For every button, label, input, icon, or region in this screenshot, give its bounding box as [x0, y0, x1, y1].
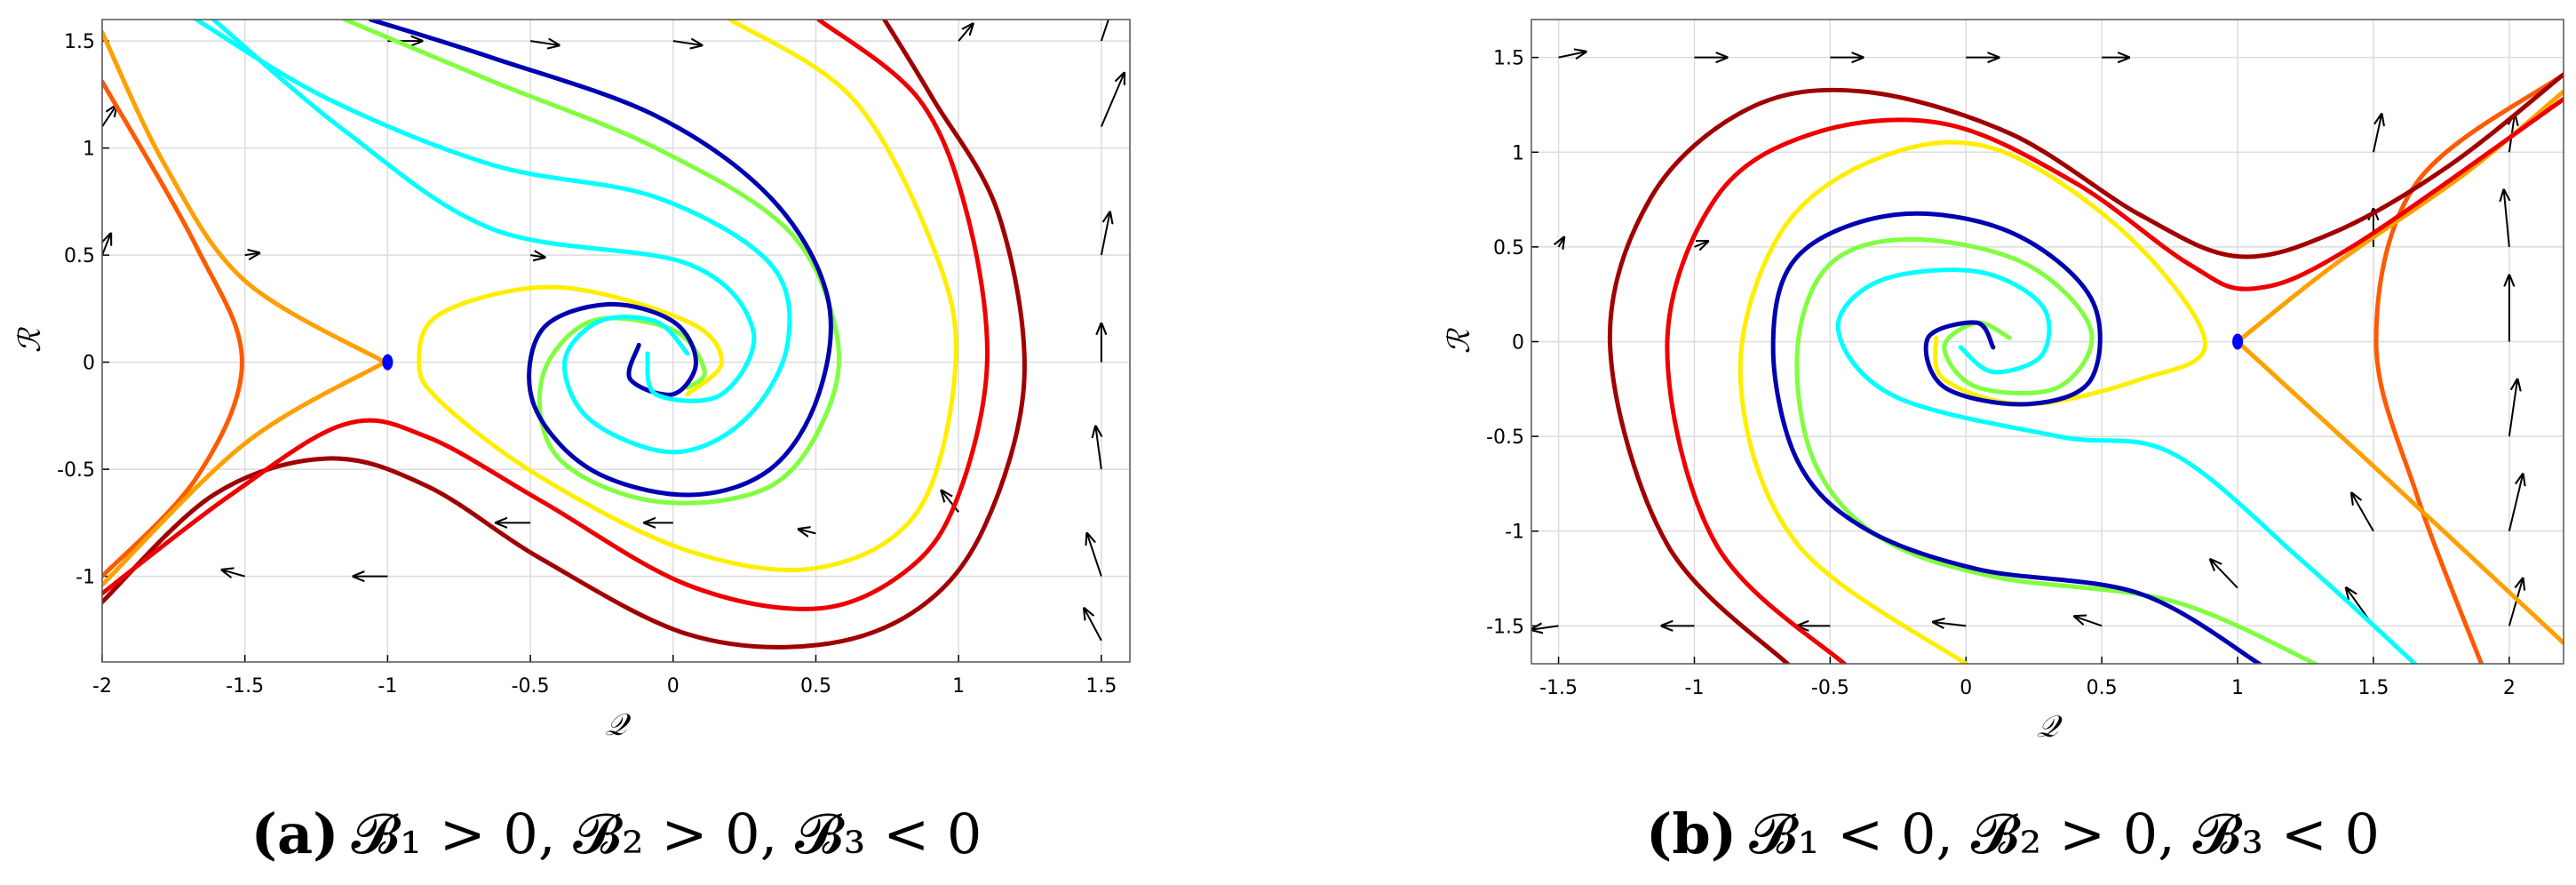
trajectory	[2235, 339, 2564, 646]
field-arrow	[2508, 379, 2517, 437]
plot-frame	[101, 19, 1131, 663]
y-tick-label: -1	[76, 567, 95, 589]
x-axis-label: 𝒬	[2037, 709, 2063, 745]
field-arrow	[2372, 115, 2381, 153]
field-arrow	[1558, 52, 1586, 57]
trajectory	[417, 20, 958, 573]
field-arrow	[1100, 73, 1125, 127]
y-tick-label: 1.5	[64, 31, 95, 53]
y-tick-label: 1	[83, 139, 95, 161]
field-arrow	[2210, 560, 2238, 589]
plot-area	[102, 20, 1130, 662]
x-tick-label: 1	[2231, 677, 2244, 699]
caption: (a) 𝓑₁ > 0, 𝓑₂ > 0, 𝓑₃ < 0	[251, 801, 982, 866]
field-arrow	[2351, 493, 2374, 532]
x-tick-label: -1.5	[226, 675, 264, 698]
trajectory	[211, 20, 757, 403]
field-arrow	[244, 253, 259, 255]
field-arrow	[102, 105, 116, 128]
x-tick-label: 2	[2503, 677, 2516, 699]
field-arrow	[529, 255, 545, 257]
x-tick-label: -0.5	[1811, 677, 1849, 699]
field-arrow	[529, 41, 559, 45]
field-arrow	[222, 570, 245, 576]
field-arrow	[1531, 626, 1559, 629]
y-tick-label: -0.5	[57, 459, 95, 482]
caption-text: 𝓑₁ > 0, 𝓑₂ > 0, 𝓑₃ < 0	[351, 801, 982, 866]
y-axis-label: ℛ	[1442, 327, 1477, 354]
field-arrow	[1100, 212, 1110, 256]
x-tick-label: 0	[1960, 677, 1972, 699]
field-arrow	[2508, 578, 2523, 626]
x-tick-label: -1.5	[1539, 677, 1578, 699]
field-arrow	[958, 24, 973, 42]
y-tick-label: 1.5	[1493, 48, 1524, 70]
chart-panel: -2 -1.5 -1 -0.5 0 0.5 1 1.5 -1 -0.5 0 0.5 1 1.5 𝒬 ℛ (a) 𝓑…	[12, 19, 1131, 866]
trajectory	[102, 20, 990, 611]
x-tick-label: -2	[92, 675, 112, 698]
trajectory	[102, 360, 387, 587]
chart-panel: -1.5 -1 -0.5 0 0.5 1 1.5 2 -1.5 -1 -0.5 0 0.5 1 1.5 𝒬 ℛ (…	[1442, 19, 2564, 866]
field-arrow	[1100, 20, 1109, 42]
trajectory	[1665, 97, 2564, 664]
x-tick-label: 1.5	[2357, 677, 2389, 699]
field-arrow	[1087, 533, 1102, 577]
x-tick-label: 1.5	[1085, 675, 1117, 698]
x-tick-label: 0.5	[800, 675, 831, 698]
x-tick-label: -1	[378, 675, 397, 698]
field-arrow	[799, 530, 816, 534]
y-tick-label: 0.5	[64, 245, 95, 267]
trajectory	[1835, 267, 2419, 664]
field-arrow	[1095, 427, 1101, 470]
x-tick-label: 1	[952, 675, 965, 698]
equilibrium-point	[382, 354, 394, 371]
caption-text: 𝓑₁ < 0, 𝓑₂ > 0, 𝓑₃ < 0	[1749, 801, 2380, 866]
caption: (b) 𝓑₁ < 0, 𝓑₂ > 0, 𝓑₃ < 0	[1646, 801, 2380, 866]
trajectory	[102, 79, 244, 579]
field-arrow	[1559, 237, 1564, 247]
field-arrow	[942, 490, 959, 513]
trajectory	[1770, 211, 2263, 664]
field-arrow	[1085, 609, 1102, 642]
trajectory	[102, 29, 387, 365]
field-arrow	[2508, 474, 2523, 531]
y-tick-label: -0.5	[1486, 427, 1524, 449]
field-arrow	[1934, 622, 1967, 626]
plot-frame	[1530, 19, 2564, 665]
caption-label: (b)	[1646, 801, 1737, 866]
field-arrow	[1694, 241, 1707, 246]
field-arrow	[2504, 190, 2509, 247]
x-tick-label: -1	[1685, 677, 1705, 699]
field-arrow	[102, 234, 111, 256]
y-tick-label: 0	[1512, 332, 1524, 355]
y-tick-label: -1.5	[1486, 616, 1524, 638]
y-tick-label: 1	[1512, 142, 1524, 164]
x-tick-label: 0	[667, 675, 680, 698]
trajectory	[1607, 72, 2564, 664]
y-tick-label: 0.5	[1493, 237, 1524, 259]
trajectory	[102, 20, 1027, 650]
trajectory	[2373, 72, 2564, 664]
caption-label: (a)	[251, 801, 339, 866]
x-tick-label: 0.5	[2087, 677, 2118, 699]
y-tick-label: -1	[1505, 522, 1524, 544]
y-axis-label: ℛ	[12, 326, 48, 353]
x-axis-label: 𝒬	[605, 707, 632, 743]
plot-content	[1531, 52, 2564, 664]
field-arrow	[2075, 617, 2103, 627]
plot-content	[102, 20, 1125, 650]
x-tick-label: -0.5	[512, 675, 550, 698]
equilibrium-point	[2232, 333, 2244, 350]
trajectory	[194, 20, 792, 455]
y-tick-label: 0	[83, 353, 95, 375]
trajectory	[368, 20, 833, 498]
field-arrow	[672, 41, 702, 45]
trajectory	[1794, 236, 2321, 664]
